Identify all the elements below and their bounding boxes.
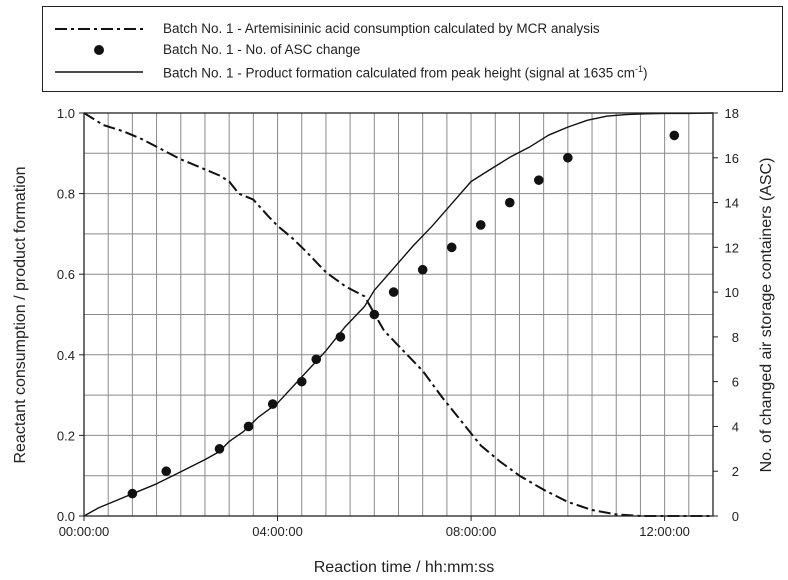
y-right-tick-label: 6	[732, 375, 739, 390]
asc-change-point	[534, 175, 544, 185]
grid	[84, 112, 713, 516]
asc-change-point	[311, 354, 322, 365]
y-right-tick-label: 18	[725, 106, 739, 121]
x-tick-label: 00:00:00	[59, 524, 110, 539]
x-tick-label: 12:00:00	[639, 524, 690, 539]
legend-entry-product-text: Batch No. 1 - Product formation calculat…	[163, 65, 635, 81]
legend-entry-product-sup: -1	[635, 64, 644, 74]
y-left-tick-label: 0.8	[57, 187, 75, 202]
asc-change-point	[504, 197, 515, 208]
plot-frame	[83, 112, 714, 517]
y-right-tick-label: 10	[725, 285, 739, 300]
asc-change-point	[669, 130, 680, 141]
asc-change-point	[335, 332, 346, 342]
x-tick-label: 08:00:00	[446, 524, 497, 539]
x-tick-label: 04:00:00	[252, 524, 303, 539]
asc-change-point	[296, 376, 307, 387]
asc-change-point	[417, 264, 428, 275]
asc-change-point	[267, 399, 278, 409]
y-right-tick-label: 2	[732, 464, 739, 479]
y-left-tick-label: 0.6	[57, 267, 75, 282]
legend: Batch No. 1 - Artemisininic acid consump…	[42, 6, 783, 92]
y-right-tick-label: 16	[725, 151, 739, 166]
asc-change-point	[161, 466, 172, 477]
asc-change-point	[475, 220, 486, 230]
y-left-tick-label: 0.2	[57, 428, 75, 443]
axes: 00:00:00 04:00:00 08:00:00 12:00:00 0.0 0.2 0.…	[57, 106, 739, 539]
y-right-tick-label: 14	[725, 196, 739, 211]
asc-change-point	[214, 444, 225, 454]
y-right-tick-label: 4	[732, 419, 739, 434]
y-axis-left-title: Reactant consumption / product formation	[12, 166, 29, 463]
asc-change-point	[563, 152, 573, 163]
asc-change-point	[243, 421, 254, 432]
legend-symbols	[55, 28, 143, 73]
consumption-line	[83, 112, 713, 517]
y-right-tick-label: 12	[725, 240, 739, 255]
product-formation-line	[83, 112, 714, 517]
y-left-tick-label: 0.4	[57, 348, 75, 363]
asc-change-point	[369, 309, 380, 320]
legend-entry-consumption: Batch No. 1 - Artemisininic acid consump…	[163, 21, 600, 36]
y-right-tick-label: 8	[732, 330, 739, 345]
legend-marker	[94, 45, 104, 55]
y-left-tick-label: 0.0	[57, 509, 75, 524]
legend-entry-product-tail: )	[643, 65, 648, 81]
legend-entry-asc: Batch No. 1 - No. of ASC change	[163, 42, 361, 57]
asc-change-point	[127, 488, 138, 499]
legend-entry-product: Batch No. 1 - Product formation calculat…	[163, 64, 648, 81]
x-axis-title: Reaction time / hh:mm:ss	[314, 559, 495, 576]
y-right-tick-label: 0	[732, 509, 739, 524]
series-layer	[83, 112, 714, 517]
asc-change-point	[446, 242, 457, 253]
y-left-tick-label: 1.0	[57, 106, 75, 121]
y-axis-right-title: No. of changed air storage containers (A…	[758, 158, 775, 473]
asc-change-point	[388, 287, 399, 297]
